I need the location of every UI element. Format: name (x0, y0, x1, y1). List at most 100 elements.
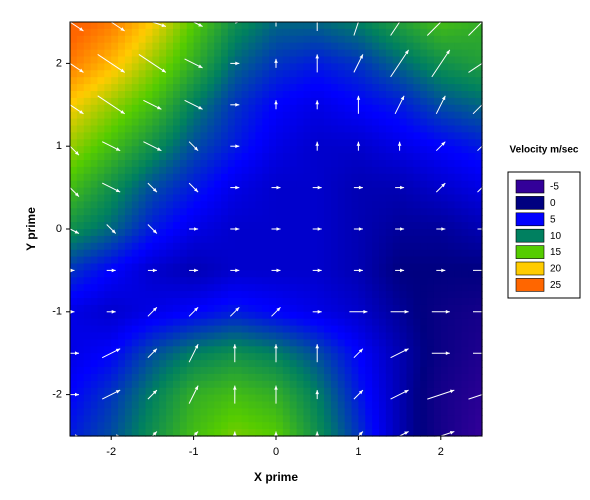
contour-cell (221, 380, 229, 389)
contour-cell (461, 284, 469, 292)
contour-cell (475, 242, 483, 251)
contour-cell (372, 291, 380, 299)
contour-cell (200, 35, 208, 44)
contour-cell (104, 187, 112, 196)
contour-cell (221, 304, 229, 313)
contour-cell (97, 270, 105, 278)
contour-cell (262, 222, 270, 230)
contour-cell (159, 360, 167, 368)
contour-cell (413, 173, 421, 182)
contour-cell (317, 270, 325, 278)
contour-cell (248, 84, 256, 92)
contour-cell (200, 318, 208, 327)
contour-cell (413, 215, 421, 223)
contour-cell (166, 166, 174, 175)
contour-cell (461, 35, 469, 44)
contour-cell (104, 132, 112, 140)
contour-cell (152, 235, 160, 244)
contour-cell (207, 146, 215, 154)
contour-cell (324, 401, 332, 409)
contour-cell (124, 256, 133, 265)
contour-cell (173, 401, 181, 409)
contour-cell (447, 35, 456, 44)
contour-cell (358, 270, 366, 278)
contour-cell (447, 346, 456, 354)
contour-cell (330, 291, 339, 299)
contour-cell (427, 208, 435, 216)
contour-cell (337, 422, 346, 430)
contour-cell (97, 360, 105, 368)
contour-cell (276, 28, 284, 37)
contour-cell (433, 415, 442, 423)
contour-cell (124, 367, 133, 375)
contour-cell (344, 401, 353, 409)
contour-cell (289, 332, 298, 340)
contour-cell (379, 367, 387, 375)
contour-cell (111, 111, 119, 120)
contour-cell (399, 118, 408, 127)
contour-cell (138, 298, 147, 306)
contour-cell (447, 401, 456, 409)
contour-cell (289, 360, 298, 368)
contour-cell (475, 194, 483, 202)
contour-cell (392, 146, 401, 154)
contour-cell (179, 325, 188, 334)
contour-cell (179, 118, 188, 127)
contour-cell (262, 291, 270, 299)
contour-cell (475, 180, 483, 189)
contour-cell (385, 270, 394, 278)
contour-cell (179, 387, 188, 396)
contour-cell (420, 22, 428, 30)
contour-cell (131, 139, 140, 147)
contour-cell (324, 311, 332, 320)
contour-cell (124, 429, 133, 437)
contour-cell (97, 111, 105, 120)
contour-cell (124, 222, 133, 230)
contour-cell (385, 401, 394, 409)
vector-arrow (188, 343, 199, 363)
contour-cell (131, 422, 140, 430)
contour-cell (433, 373, 442, 382)
contour-cell (221, 422, 229, 430)
vector-arrow (431, 49, 451, 78)
arrow-head (235, 185, 240, 190)
contour-cell (173, 304, 181, 313)
contour-cell (97, 284, 105, 292)
contour-cell (200, 256, 208, 265)
contour-cell (475, 360, 483, 368)
contour-cell (330, 222, 339, 230)
contour-cell (440, 111, 449, 120)
contour-cell (461, 298, 469, 306)
contour-cell (399, 91, 408, 99)
contour-cell (433, 291, 442, 299)
contour-cell (269, 166, 277, 175)
contour-cell (303, 415, 311, 423)
contour-cell (207, 77, 215, 85)
contour-cell (324, 77, 332, 85)
contour-cell (111, 194, 119, 202)
contour-cell (310, 222, 318, 230)
contour-cell (111, 284, 119, 292)
contour-cell (406, 125, 414, 133)
contour-cell (399, 408, 408, 416)
contour-cell (173, 298, 181, 306)
contour-cell (317, 408, 325, 416)
arrow-head (317, 268, 322, 273)
contour-cell (379, 311, 387, 320)
contour-cell (255, 97, 263, 106)
contour-cell (427, 277, 435, 285)
contour-cell (330, 346, 339, 354)
contour-cell (262, 49, 270, 58)
contour-cell (159, 215, 167, 223)
contour-cell (200, 194, 208, 202)
contour-cell (317, 166, 325, 175)
contour-cell (173, 215, 181, 223)
contour-cell (200, 311, 208, 320)
contour-cell (365, 173, 373, 182)
contour-cell (324, 28, 332, 37)
contour-cell (399, 111, 408, 120)
contour-cell (337, 304, 346, 313)
arrow-head (274, 344, 278, 349)
contour-cell (427, 360, 435, 368)
contour-cell (385, 70, 394, 78)
